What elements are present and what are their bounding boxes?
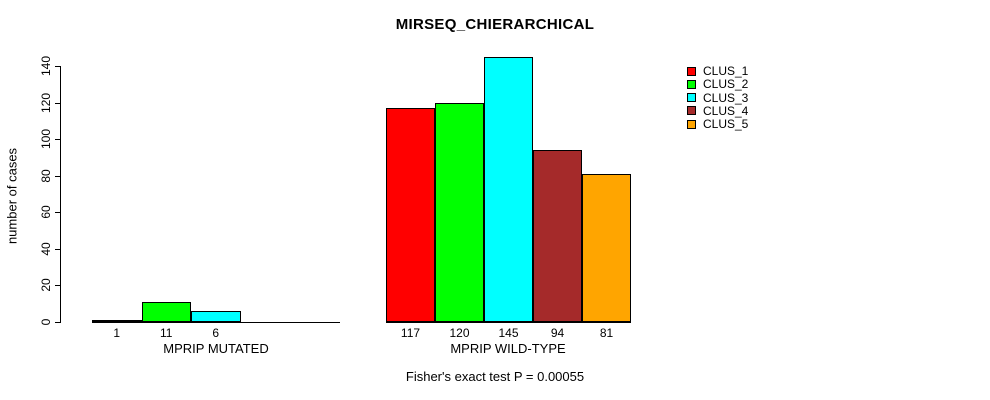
y-axis-tick-label: 60: [39, 205, 53, 219]
bar-value-label: 6: [212, 326, 220, 340]
group-axis-line: [92, 322, 340, 323]
y-axis-tick-label: 0: [39, 318, 53, 326]
group-axis-line: [386, 322, 631, 323]
legend-label: CLUS_1: [703, 64, 749, 78]
bar-value-label: 94: [550, 326, 565, 340]
y-axis-tick-label: 80: [39, 169, 53, 183]
y-axis-label: number of cases: [4, 147, 20, 245]
bar-value-label: 117: [400, 326, 421, 340]
group-label-mprip-mutated: MPRIP MUTATED: [163, 341, 269, 356]
y-axis-tick: [55, 65, 60, 67]
y-axis-tick: [55, 248, 60, 250]
chart-title: MIRSEQ_CHIERARCHICAL: [395, 16, 595, 33]
y-axis-tick: [55, 175, 60, 177]
annotation-fisher-test: Fisher's exact test P = 0.00055: [405, 369, 585, 384]
bar-value-label: 1: [113, 326, 121, 340]
y-axis-tick: [55, 285, 60, 287]
y-axis-tick: [55, 102, 60, 104]
bar: [484, 57, 533, 322]
bar-value-label: 81: [599, 326, 614, 340]
legend-label: CLUS_4: [703, 103, 749, 118]
legend-swatch: [687, 79, 696, 89]
bar-value-label: 11: [160, 326, 173, 340]
y-axis-tick: [55, 322, 60, 323]
bar: [191, 311, 241, 322]
bar: [141, 302, 191, 322]
legend-swatch: [687, 119, 696, 129]
legend-swatch: [687, 106, 696, 116]
y-axis-tick-label: 40: [39, 242, 53, 256]
y-axis-tick-label: 100: [39, 129, 53, 150]
legend-swatch: [687, 93, 696, 102]
bar: [582, 174, 631, 322]
legend-swatch: [687, 66, 696, 76]
y-axis-tick: [55, 212, 60, 214]
bar-value-label: 145: [498, 326, 519, 340]
y-axis-tick: [55, 139, 60, 141]
bar-value-label: 120: [449, 326, 470, 340]
legend-label: CLUS_2: [703, 77, 749, 92]
bar: [533, 150, 582, 322]
group-label-mprip-wild-type: MPRIP WILD-TYPE: [450, 341, 566, 356]
y-axis-line: [60, 65, 61, 323]
bar: [386, 108, 435, 322]
legend-label: CLUS_3: [703, 90, 749, 105]
y-axis-tick-label: 120: [39, 92, 53, 113]
y-axis-tick-label: 20: [39, 278, 53, 293]
bar: [92, 320, 142, 322]
y-axis-tick-label: 140: [39, 55, 53, 76]
legend-label: CLUS_5: [703, 117, 749, 131]
bar: [435, 103, 484, 322]
